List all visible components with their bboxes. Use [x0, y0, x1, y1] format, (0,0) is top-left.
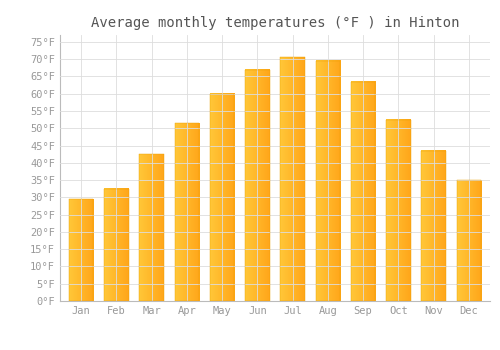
Bar — [422, 151, 446, 301]
Bar — [245, 70, 270, 301]
Bar — [174, 123, 199, 301]
Bar — [69, 199, 94, 301]
Bar — [351, 82, 376, 301]
Title: Average monthly temperatures (°F ) in Hinton: Average monthly temperatures (°F ) in Hi… — [91, 16, 459, 30]
Bar — [104, 189, 128, 301]
Bar — [140, 154, 164, 301]
Bar — [280, 57, 305, 301]
Bar — [316, 61, 340, 301]
Bar — [386, 120, 410, 301]
Bar — [456, 180, 481, 301]
Bar — [210, 94, 234, 301]
